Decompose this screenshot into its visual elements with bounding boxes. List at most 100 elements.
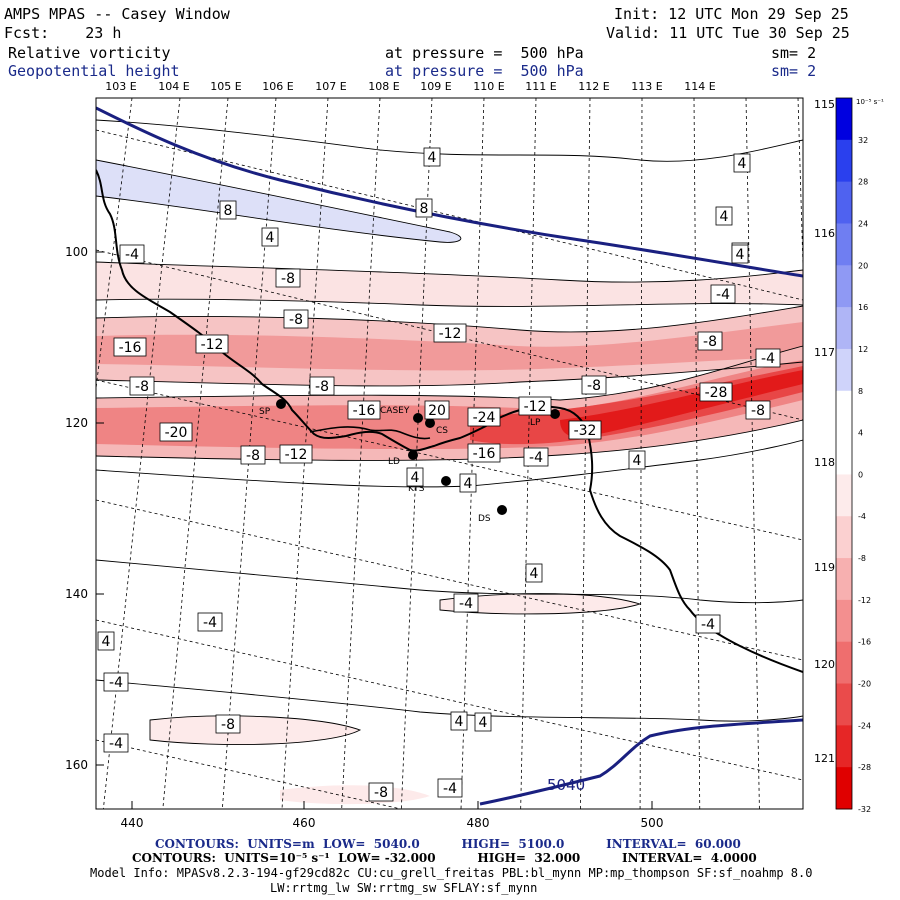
colorbar-segment [836, 432, 852, 475]
svg-text:-4: -4 [125, 247, 139, 263]
svg-text:-8: -8 [374, 785, 388, 801]
colorbar-tick-label: -8 [858, 554, 866, 563]
svg-text:500: 500 [641, 816, 664, 830]
vorticity-label: 4 [459, 473, 477, 493]
vorticity-label: 4 [97, 631, 115, 651]
vorticity-label: 8 [219, 200, 237, 220]
vorticity-label: -4 [119, 244, 145, 264]
svg-text:4: 4 [266, 230, 275, 246]
colorbar-segment [836, 307, 852, 350]
vorticity-label: -16 [113, 337, 147, 357]
vorticity-label: -8 [697, 331, 723, 351]
longitude-label-top: 104 E [158, 80, 189, 93]
svg-text:-12: -12 [285, 447, 308, 463]
station-cs-label: CS [436, 426, 448, 436]
svg-text:-20: -20 [165, 425, 188, 441]
y-axis-ticks: 100 120 140 160 [65, 245, 104, 772]
height-contour-5040 [479, 718, 803, 806]
svg-text:-4: -4 [716, 287, 730, 303]
colorbar-segment [836, 683, 852, 726]
svg-text:-8: -8 [221, 717, 235, 733]
longitude-label-top: 106 E [262, 80, 293, 93]
valid-time: Valid: 11 UTC Tue 30 Sep 25 [606, 24, 850, 42]
colorbar-segment [836, 181, 852, 224]
svg-text:-28: -28 [705, 385, 728, 401]
height-contour-info: CONTOURS: UNITS=m LOW= 5040.0 HIGH= 5100… [155, 837, 741, 851]
longitude-label-top: 114 E [684, 80, 715, 93]
vorticity-label: 4 [450, 711, 468, 731]
colorbar-tick-label: -16 [858, 638, 871, 647]
shade-band-light-upper [96, 262, 803, 307]
field1-level: at pressure = 500 hPa [385, 44, 584, 62]
station-markers: SP CASEY CS LD KTS DS LP [259, 399, 560, 524]
svg-text:-8: -8 [281, 271, 295, 287]
svg-text:-8: -8 [587, 378, 601, 394]
svg-text:8: 8 [224, 203, 233, 219]
y-tick: 120 [65, 416, 104, 430]
colorbar: 32 28 24 20 16 12 8 4 0 -4 -8 -12 -16 -20 -24 -28 -32 [835, 97, 871, 814]
svg-text:100: 100 [65, 245, 88, 259]
forecast-hour: Fcst: 23 h [4, 24, 122, 42]
shade-light-patch-1 [150, 715, 360, 745]
svg-text:480: 480 [467, 816, 490, 830]
vorticity-label: -8 [215, 714, 241, 734]
longitude-label-top: 112 E [578, 80, 609, 93]
colorbar-tick-label: 8 [858, 387, 863, 396]
svg-text:-16: -16 [353, 403, 376, 419]
colorbar-tick-label: -28 [858, 763, 871, 772]
shade-light-patch-3 [440, 593, 640, 614]
x-axis-ticks: 440 460 480 500 [121, 801, 664, 830]
colorbar-tick-label: 32 [858, 136, 868, 145]
longitude-label-top: 113 E [631, 80, 662, 93]
vorticity-label-layer: 4448484-44-8-4-8-12-16-12-8-8-4-8-1620-2… [97, 147, 781, 802]
x-tick: 500 [641, 801, 664, 830]
svg-text:-4: -4 [109, 675, 123, 691]
vorticity-label: 4 [474, 712, 492, 732]
station-sp-marker [276, 399, 286, 409]
vorticity-label: -4 [103, 733, 129, 753]
svg-text:4: 4 [633, 453, 642, 469]
svg-text:140: 140 [65, 587, 88, 601]
vorticity-label: -24 [467, 407, 501, 427]
svg-text:-4: -4 [761, 351, 775, 367]
vorticity-label: -12 [518, 396, 552, 416]
vorticity-label: -4 [453, 593, 479, 613]
svg-text:-4: -4 [203, 615, 217, 631]
vorticity-label: -8 [283, 309, 309, 329]
colorbar-segment [836, 641, 852, 685]
station-cs-marker [425, 418, 435, 428]
longitude-label-top: 107 E [315, 80, 346, 93]
station-kts-label: KTS [408, 484, 425, 494]
longitude-top-labels: 103 E 104 E 105 E 106 E 107 E 108 E 109 E 110 E… [105, 80, 715, 93]
colorbar-tick-label: -20 [858, 680, 871, 689]
svg-text:-4: -4 [459, 596, 473, 612]
init-time: Init: 12 UTC Mon 29 Sep 25 [614, 5, 849, 23]
vorticity-label: 4 [423, 147, 441, 167]
svg-text:-8: -8 [246, 448, 260, 464]
y-tick: 140 [65, 587, 104, 601]
vorticity-label: -20 [159, 422, 193, 442]
longitude-label-top: 111 E [525, 80, 556, 93]
colorbar-tick-label: -12 [858, 596, 871, 605]
vorticity-label: -4 [103, 672, 129, 692]
svg-text:-12: -12 [524, 399, 547, 415]
colorbar-tick-label: 12 [858, 345, 868, 354]
vorticity-label: 4 [731, 244, 749, 264]
station-ds-label: DS [478, 514, 491, 524]
vorticity-label: 4 [406, 467, 424, 487]
vorticity-label: -16 [467, 443, 501, 463]
station-sp-label: SP [259, 407, 271, 417]
vorticity-label: -8 [240, 445, 266, 465]
field1-name: Relative vorticity [8, 44, 171, 62]
y-tick: 160 [65, 758, 104, 772]
svg-text:-16: -16 [473, 446, 496, 462]
field2-name: Geopotential height [8, 62, 180, 80]
colorbar-tick-label: 28 [858, 178, 868, 187]
vorticity-label: -8 [581, 375, 607, 395]
vorticity-label: 4 [715, 206, 733, 226]
colorbar-segment [836, 139, 852, 183]
svg-text:-24: -24 [473, 410, 496, 426]
field2-level: at pressure = 500 hPa [385, 62, 584, 80]
x-tick: 480 [467, 801, 490, 830]
svg-text:4: 4 [464, 476, 473, 492]
